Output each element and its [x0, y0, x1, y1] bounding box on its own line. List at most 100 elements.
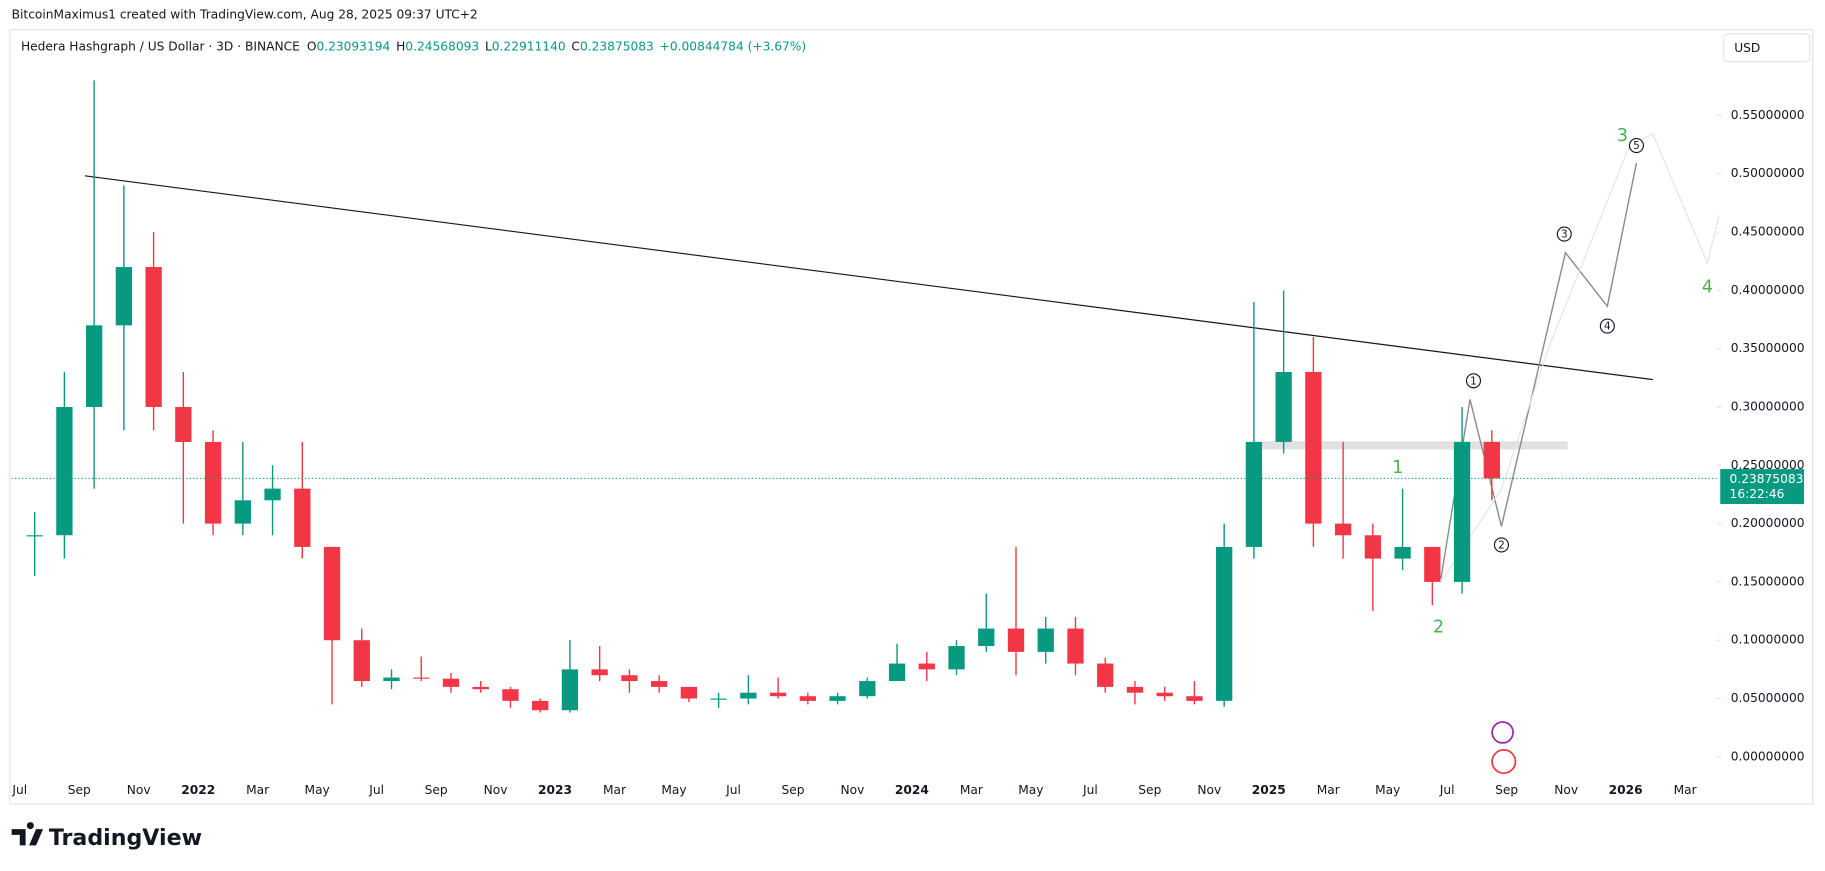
candle-body	[1067, 628, 1084, 664]
candle-body	[651, 681, 668, 687]
x-tick-label: Mar	[603, 783, 627, 797]
y-tick-label: 0.10000000	[1731, 633, 1805, 647]
candle-body	[1305, 371, 1322, 524]
candle-body	[323, 546, 341, 641]
x-tick-label: 2022	[181, 783, 215, 797]
last-price-box	[1720, 469, 1805, 505]
x-tick-label: Mar	[1674, 783, 1698, 797]
brand-logo: TradingView	[11, 822, 202, 851]
candle-body	[413, 677, 430, 679]
candle-body	[26, 535, 43, 537]
price-change: +0.00844784 (+3.67%)	[660, 39, 807, 53]
x-tick-label: Jul	[1082, 783, 1098, 797]
candle-body	[859, 681, 876, 697]
brand-icon	[11, 822, 44, 846]
y-tick-label: 0.05000000	[1731, 691, 1805, 705]
y-tick-label: 0.15000000	[1731, 574, 1805, 588]
candle-body	[175, 406, 192, 442]
x-tick-label: May	[1375, 783, 1400, 797]
candle-body	[680, 686, 698, 699]
x-tick-label: May	[305, 783, 330, 797]
countdown-label: 16:22:46	[1730, 487, 1785, 501]
ohlc-value: 0.23093194	[316, 39, 390, 53]
wave-major-label: 4	[1702, 278, 1713, 298]
symbol-title: Hedera Hashgraph / US Dollar · 3D · BINA…	[21, 39, 300, 53]
candle-body	[502, 689, 519, 701]
candle-body	[740, 692, 757, 699]
candle-body	[948, 646, 965, 670]
x-tick-label: Nov	[841, 783, 865, 797]
x-tick-label: Nov	[1197, 783, 1221, 797]
candle-body	[561, 669, 579, 711]
y-tick-label: 0.40000000	[1731, 283, 1805, 297]
x-tick-label: Sep	[781, 783, 804, 797]
candle-body	[1037, 628, 1054, 652]
support-zone	[1251, 441, 1568, 450]
candle-body	[799, 696, 816, 701]
event-icon[interactable]	[1491, 749, 1517, 775]
currency-button[interactable]	[1723, 33, 1811, 63]
candle-body	[1007, 628, 1025, 652]
wave-minor-label: 3	[1561, 229, 1568, 241]
x-tick-label: Nov	[1554, 783, 1578, 797]
chart-frame	[9, 29, 1814, 805]
wave-minor-circle	[1493, 537, 1510, 553]
event-icon[interactable]	[1491, 721, 1514, 744]
y-tick-label: 0.30000000	[1731, 399, 1805, 413]
x-tick-label: Sep	[425, 783, 448, 797]
currency-label[interactable]: USD	[1734, 41, 1760, 55]
x-tick-label: Mar	[960, 783, 984, 797]
candle-body	[621, 675, 638, 682]
candle-body	[353, 640, 370, 682]
y-tick-label: 0.55000000	[1731, 108, 1805, 122]
x-tick-label: 2024	[895, 783, 929, 797]
candle-body	[1097, 663, 1114, 687]
candle-body	[1216, 546, 1233, 701]
y-tick-label: 0.25000000	[1731, 458, 1805, 472]
x-tick-label: Sep	[68, 783, 91, 797]
ohlc-label: H	[396, 39, 405, 53]
wave-major-label: 2	[1433, 618, 1444, 638]
candle-body	[591, 669, 608, 676]
x-tick-label: Sep	[1138, 783, 1161, 797]
x-tick-label: Sep	[1495, 783, 1518, 797]
symbol-legend: Hedera Hashgraph / US Dollar · 3D · BINA…	[21, 39, 806, 53]
candle-body	[115, 267, 133, 326]
x-tick-label: Mar	[246, 783, 270, 797]
wave-minor-circle	[1556, 226, 1572, 242]
y-tick-label: 0.35000000	[1731, 341, 1805, 355]
wave-projection	[1440, 162, 1638, 579]
x-tick-label: 2023	[538, 783, 572, 797]
candle-body	[1424, 546, 1441, 582]
wave-minor-label: 1	[1470, 375, 1477, 387]
x-tick-label: Nov	[127, 783, 151, 797]
candle-body	[234, 500, 251, 524]
ohlc-value: 0.24568093	[405, 39, 479, 53]
candle-body	[472, 686, 489, 690]
x-tick-label: Jul	[725, 783, 741, 797]
wave-minor-label: 2	[1498, 540, 1505, 552]
candle-body	[978, 628, 995, 647]
x-tick-label: 2025	[1252, 783, 1286, 797]
ohlc-label: L	[485, 39, 492, 53]
wave-major-label: 3	[1617, 126, 1628, 146]
wave-minor-circle	[1465, 373, 1482, 389]
candle-body	[769, 692, 787, 697]
candle-body	[1126, 686, 1144, 693]
candle-body	[1275, 371, 1292, 442]
event-icons[interactable]	[1491, 721, 1517, 775]
candle-body	[710, 698, 727, 700]
candle-body	[1483, 441, 1500, 479]
candle-body	[532, 700, 549, 711]
y-tick-label: 0.00000000	[1731, 749, 1805, 763]
x-tick-label: Nov	[484, 783, 508, 797]
candle-body	[1186, 696, 1203, 701]
candle-body	[56, 406, 73, 536]
candle-body	[442, 678, 460, 687]
trend-line	[84, 175, 1653, 381]
ohlc-label: C	[571, 39, 580, 53]
x-tick-label: May	[1018, 783, 1043, 797]
y-tick-label: 0.45000000	[1731, 225, 1805, 239]
